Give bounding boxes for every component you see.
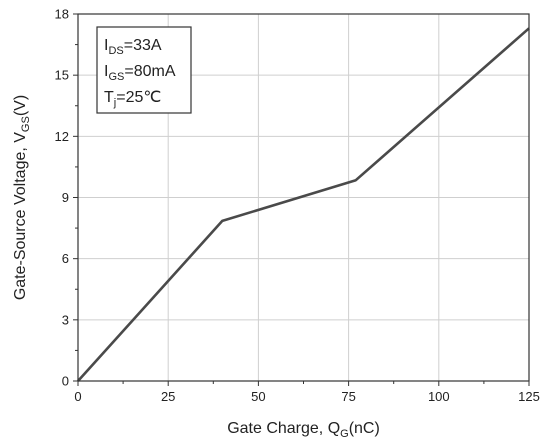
y-tick-label: 15 (55, 68, 69, 83)
y-tick-label: 12 (55, 129, 69, 144)
annotation-box: IDS=33A IGS=80mA Tj=25℃ (96, 26, 192, 114)
annotation-line: IGS=80mA (104, 63, 176, 83)
annotation-line: Tj=25℃ (104, 89, 161, 109)
annotation-frame (96, 26, 192, 114)
y-axis-title-main: Gate-Source Voltage, V (12, 132, 29, 300)
x-axis-title-sub: G (340, 428, 349, 440)
y-tick-label: 0 (62, 374, 69, 389)
y-axis-title-tail: (V) (12, 95, 29, 116)
x-tick-label: 50 (251, 389, 265, 404)
x-tick-label: 125 (518, 389, 540, 404)
x-tick-label: 75 (341, 389, 355, 404)
x-axis-title: Gate Charge, QG(nC) (227, 420, 380, 440)
x-tick-label: 0 (74, 389, 81, 404)
x-tick-label: 25 (161, 389, 175, 404)
y-tick-label: 3 (62, 312, 69, 327)
ticks-layer: 0 25 50 75 100 125 0 3 6 9 12 15 18 (55, 7, 540, 405)
x-axis-title-tail: (nC) (349, 420, 380, 437)
series-layer (77, 27, 530, 382)
grid-layer (78, 14, 529, 381)
series-line (77, 27, 530, 382)
y-axis-title-sub: GS (20, 116, 32, 132)
y-tick-label: 18 (55, 7, 69, 22)
y-tick-label: 6 (62, 251, 69, 266)
y-tick-label: 9 (62, 190, 69, 205)
annotation-line: IDS=33A (104, 37, 162, 57)
x-axis-title-main: Gate Charge, Q (227, 420, 340, 437)
y-axis-title: Gate-Source Voltage, VGS(V) (12, 95, 32, 300)
x-tick-label: 100 (428, 389, 450, 404)
